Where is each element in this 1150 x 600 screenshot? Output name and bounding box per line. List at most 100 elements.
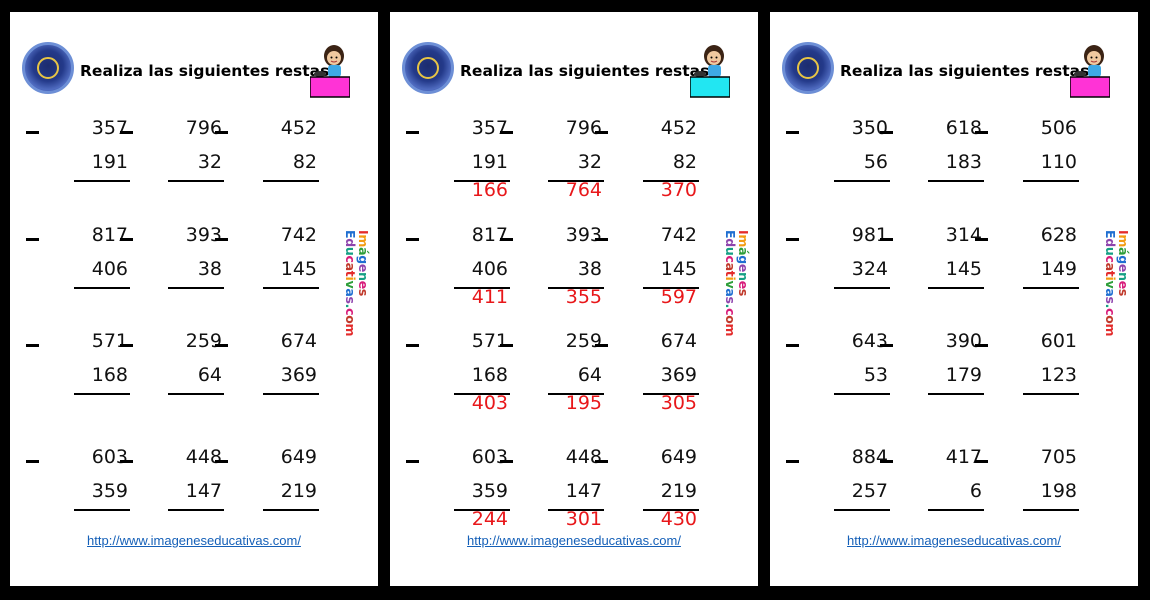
subtrahend: 6: [969, 480, 982, 502]
minuend: 674: [280, 330, 317, 352]
result-line: [548, 509, 604, 511]
subtrahend: 123: [1040, 364, 1077, 386]
subtrahend: 406: [471, 258, 508, 280]
minus-sign-icon: [786, 460, 799, 463]
minus-sign-icon: [406, 131, 419, 134]
minuend: 357: [471, 117, 508, 139]
subtraction-problem: 674 369 305: [595, 330, 699, 414]
result-line: [454, 509, 510, 511]
result-line: [1023, 180, 1079, 182]
minuend: 393: [565, 224, 602, 246]
result-line: [1023, 509, 1079, 511]
result-line: [643, 509, 699, 511]
minuend: 817: [91, 224, 128, 246]
result-line: [834, 393, 890, 395]
subtraction-problem: 448 147: [120, 446, 224, 524]
subtrahend: 149: [1040, 258, 1077, 280]
minus-sign-icon: [120, 344, 133, 347]
result-line: [548, 180, 604, 182]
watermark-line: Imágenes: [1116, 230, 1131, 297]
subtrahend: 179: [945, 364, 982, 386]
subtraction-problem: 649 219: [215, 446, 319, 524]
answer: 430: [660, 508, 697, 530]
watermark-line: Imágenes: [356, 230, 371, 297]
minus-sign-icon: [120, 131, 133, 134]
subtraction-problem: 674 369: [215, 330, 319, 408]
minuend: 448: [565, 446, 602, 468]
result-line: [643, 287, 699, 289]
minus-sign-icon: [595, 344, 608, 347]
minuend: 674: [660, 330, 697, 352]
result-line: [168, 509, 224, 511]
answer: 355: [565, 286, 602, 308]
subtrahend: 82: [672, 151, 697, 173]
answer: 305: [660, 392, 697, 414]
minuend: 571: [91, 330, 128, 352]
result-line: [928, 287, 984, 289]
subtraction-problem: 448 147 301: [500, 446, 604, 530]
result-line: [74, 393, 130, 395]
subtraction-problem: 350 56: [786, 117, 890, 195]
subtraction-problem: 628 149: [975, 224, 1079, 302]
worksheet-title: Realiza las siguientes restas: [460, 62, 710, 80]
watermark-line: Educativas.com: [343, 230, 358, 337]
minuend: 603: [471, 446, 508, 468]
subtraction-problem: 705 198: [975, 446, 1079, 524]
minuend: 742: [660, 224, 697, 246]
minuend: 603: [91, 446, 128, 468]
minus-sign-icon: [975, 344, 988, 347]
subtraction-problem: 452 82 370: [595, 117, 699, 201]
subtrahend: 359: [91, 480, 128, 502]
subtrahend: 219: [280, 480, 317, 502]
minus-sign-icon: [880, 131, 893, 134]
subtraction-problem: 357 191: [26, 117, 130, 195]
subtrahend: 32: [197, 151, 222, 173]
answer: 195: [565, 392, 602, 414]
result-line: [263, 180, 319, 182]
minuend: 796: [565, 117, 602, 139]
minus-sign-icon: [26, 238, 39, 241]
minus-sign-icon: [595, 238, 608, 241]
minus-sign-icon: [786, 131, 799, 134]
website-link[interactable]: http://www.imageneseducativas.com/: [467, 533, 681, 548]
site-logo-icon: [402, 42, 454, 94]
minuend: 357: [91, 117, 128, 139]
subtraction-problem: 506 110: [975, 117, 1079, 195]
subtraction-problem: 259 64 195: [500, 330, 604, 414]
minuend: 452: [660, 117, 697, 139]
website-link[interactable]: http://www.imageneseducativas.com/: [87, 533, 301, 548]
subtrahend: 191: [471, 151, 508, 173]
minus-sign-icon: [786, 238, 799, 241]
minus-sign-icon: [26, 131, 39, 134]
result-line: [454, 287, 510, 289]
minuend: 817: [471, 224, 508, 246]
result-line: [548, 393, 604, 395]
minus-sign-icon: [406, 238, 419, 241]
result-line: [928, 393, 984, 395]
answer: 403: [471, 392, 508, 414]
worksheet-title: Realiza las siguientes restas: [80, 62, 330, 80]
minus-sign-icon: [975, 131, 988, 134]
result-line: [643, 180, 699, 182]
subtrahend: 53: [863, 364, 888, 386]
result-line: [74, 287, 130, 289]
subtraction-problem: 884 257: [786, 446, 890, 524]
subtrahend: 38: [197, 258, 222, 280]
subtrahend: 168: [91, 364, 128, 386]
website-link[interactable]: http://www.imageneseducativas.com/: [847, 533, 1061, 548]
minuend: 618: [945, 117, 982, 139]
result-line: [168, 180, 224, 182]
subtrahend: 64: [577, 364, 602, 386]
minus-sign-icon: [120, 460, 133, 463]
minus-sign-icon: [406, 344, 419, 347]
site-logo-icon: [22, 42, 74, 94]
answer: 166: [471, 179, 508, 201]
minus-sign-icon: [500, 131, 513, 134]
subtrahend: 198: [1040, 480, 1077, 502]
result-line: [74, 180, 130, 182]
subtraction-problem: 259 64: [120, 330, 224, 408]
subtrahend: 359: [471, 480, 508, 502]
subtrahend: 82: [292, 151, 317, 173]
result-line: [834, 180, 890, 182]
minuend: 390: [945, 330, 982, 352]
